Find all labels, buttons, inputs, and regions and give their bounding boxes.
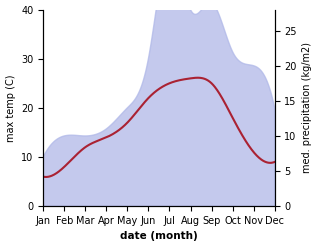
- X-axis label: date (month): date (month): [120, 231, 198, 242]
- Y-axis label: max temp (C): max temp (C): [5, 74, 16, 142]
- Y-axis label: med. precipitation (kg/m2): med. precipitation (kg/m2): [302, 42, 313, 173]
